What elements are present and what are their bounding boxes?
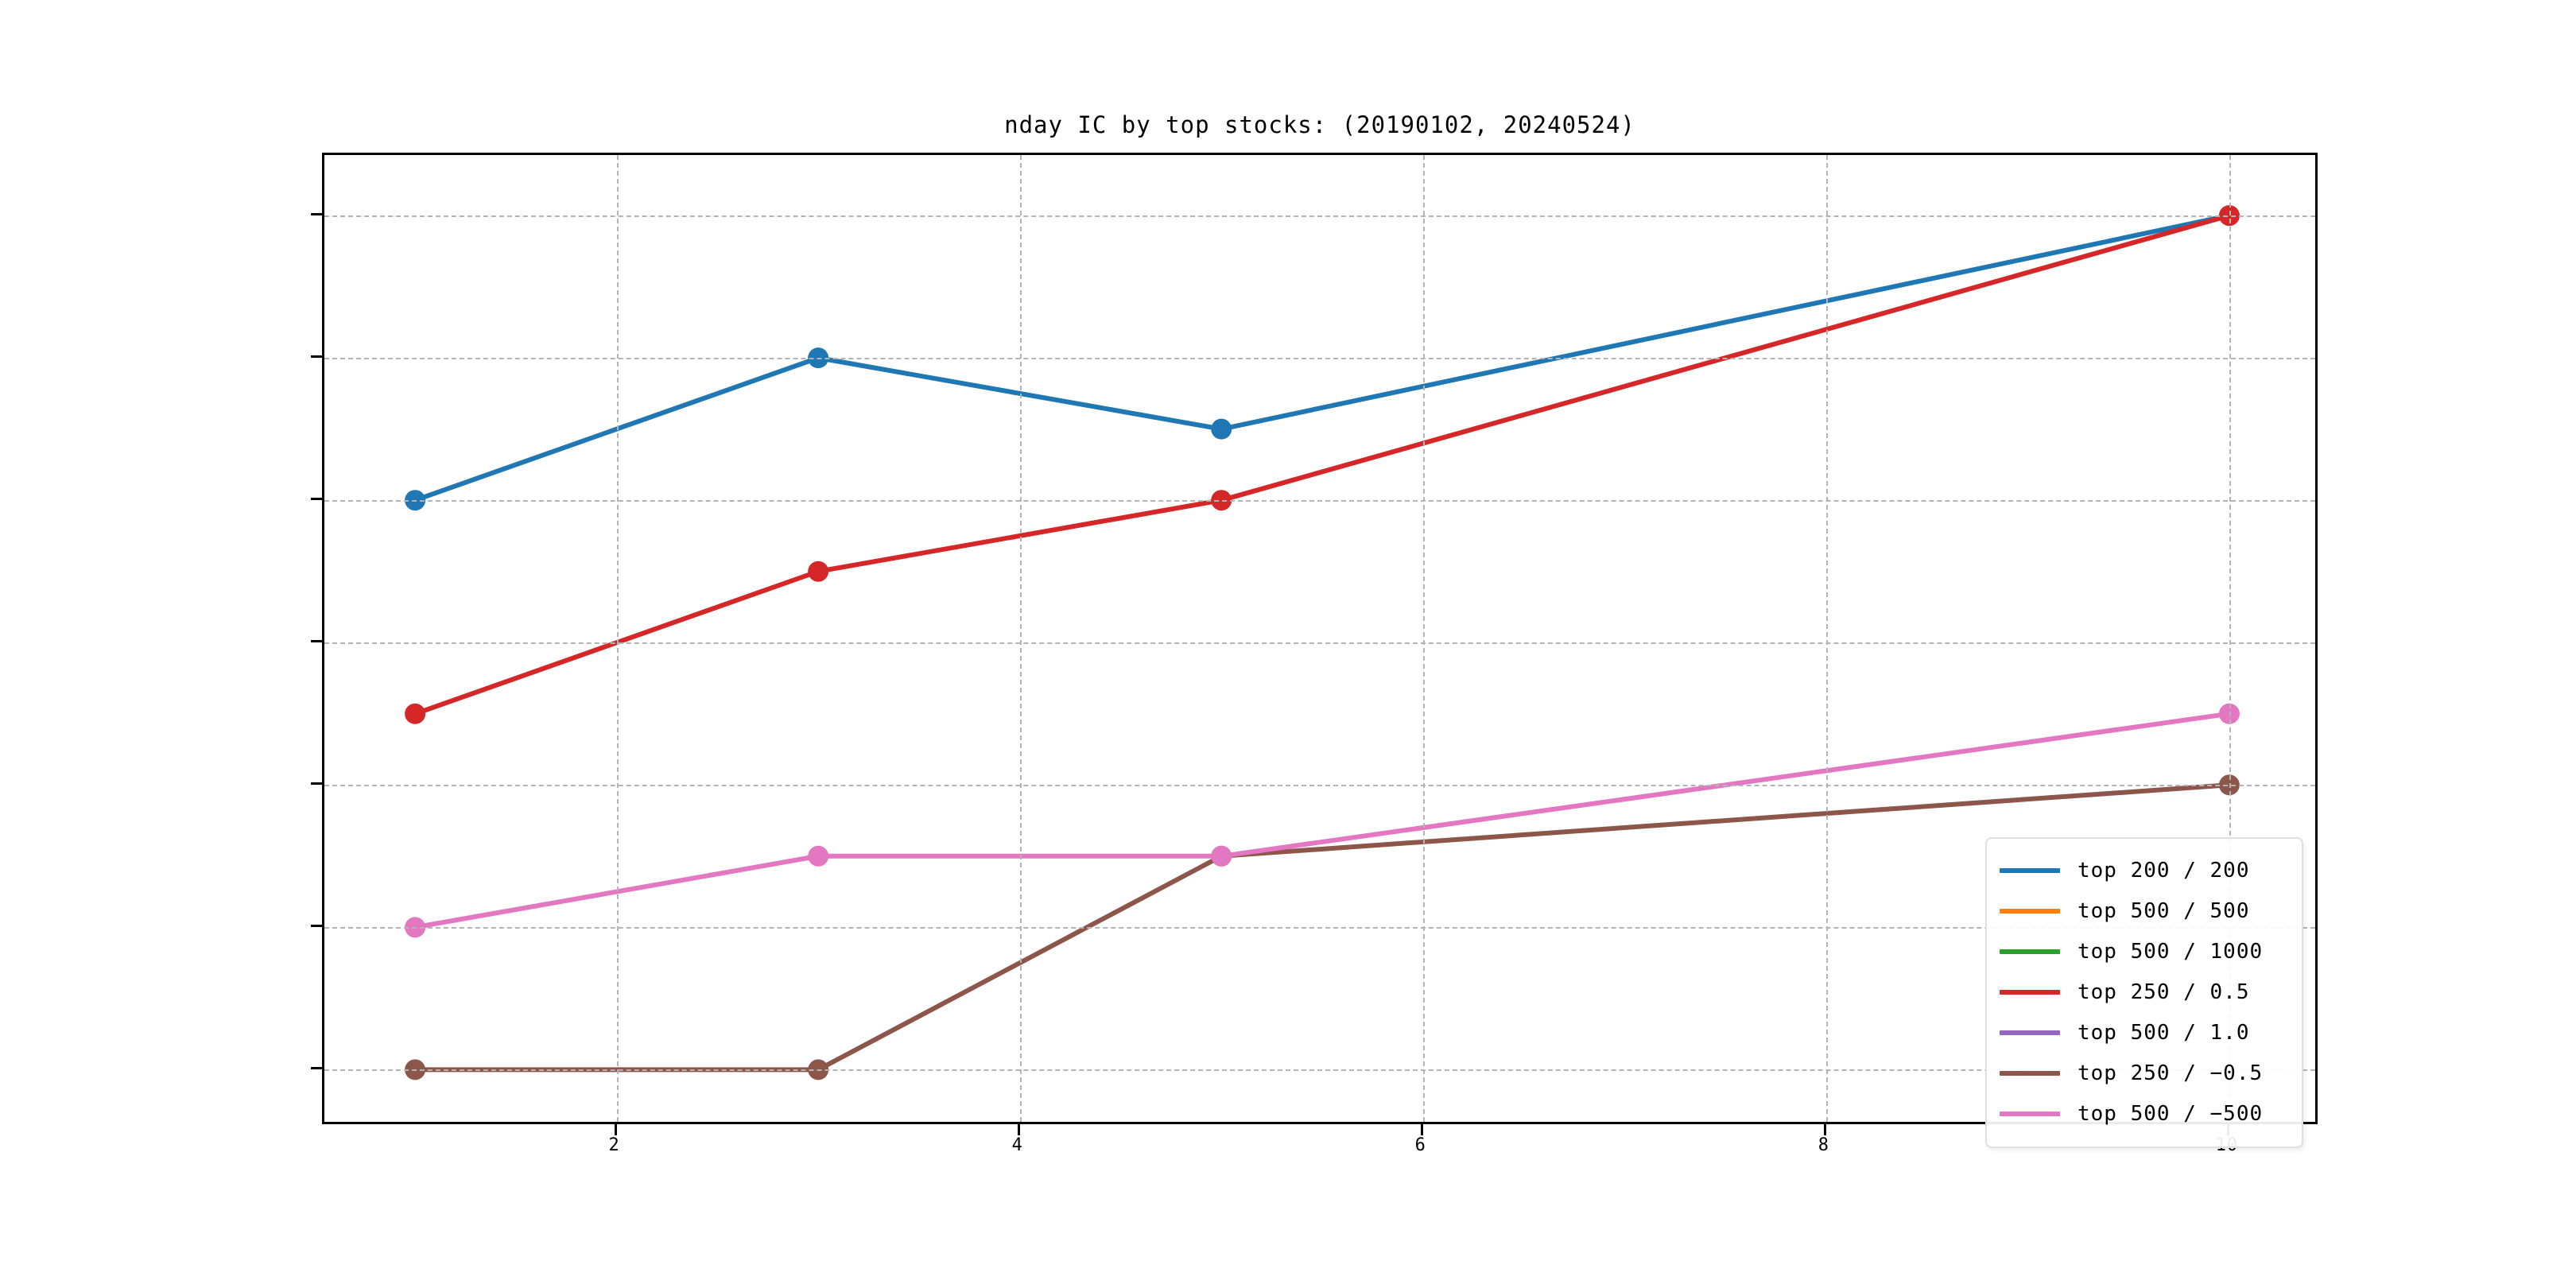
gridline-horizontal [324, 785, 2315, 787]
legend-item[interactable]: top 200 / 200 [2000, 850, 2289, 890]
gridline-horizontal [324, 500, 2315, 502]
series-data-point [405, 703, 426, 724]
x-axis-tick-mark [1420, 1124, 1423, 1135]
gridline-horizontal [324, 358, 2315, 360]
x-axis-tick-label: 2 [608, 1135, 620, 1155]
legend-color-swatch [2000, 908, 2060, 914]
gridline-horizontal [324, 642, 2315, 645]
y-axis-tick-mark [311, 1067, 322, 1070]
legend-color-swatch [2000, 1030, 2060, 1035]
y-axis-tick-mark [311, 925, 322, 928]
series-line [413, 711, 2232, 930]
x-axis-tick-mark [1823, 1124, 1826, 1135]
legend-item-label: top 250 / 0.5 [2077, 980, 2250, 1004]
series-data-point [808, 347, 829, 369]
legend-color-swatch [2000, 989, 2060, 995]
legend-item-label: top 200 / 200 [2077, 858, 2250, 883]
gridline-vertical [1825, 155, 1828, 1122]
legend-item-label: top 500 / 1000 [2077, 939, 2264, 964]
y-axis-tick-mark [311, 782, 322, 786]
legend[interactable]: top 200 / 200 top 500 / 500 top 500 / 1000… [1985, 837, 2303, 1148]
series-data-point [1211, 845, 1232, 867]
gridline-horizontal [324, 215, 2315, 218]
legend-item[interactable]: top 250 / −0.5 [2000, 1053, 2289, 1093]
gridline-horizontal [324, 1069, 2315, 1072]
legend-item[interactable]: top 250 / 0.5 [2000, 972, 2289, 1012]
x-axis-tick-mark [614, 1124, 617, 1135]
y-axis-tick-mark [311, 355, 322, 359]
legend-item[interactable]: top 500 / −500 [2000, 1093, 2289, 1134]
series-data-point [808, 561, 829, 582]
series-line [413, 213, 2232, 716]
page-title: nday IC by top stocks: (20190102, 202405… [1004, 111, 1635, 138]
plot-area [322, 153, 2318, 1124]
series-data-point [1211, 418, 1232, 440]
legend-color-swatch [2000, 1111, 2060, 1116]
legend-item-label: top 500 / 500 [2077, 898, 2250, 923]
x-axis-tick-label: 6 [1414, 1135, 1426, 1155]
series-data-point [808, 845, 829, 867]
legend-item[interactable]: top 500 / 1.0 [2000, 1012, 2289, 1053]
y-axis-tick-mark [311, 498, 322, 501]
y-axis-tick-mark [311, 640, 322, 643]
gridline-vertical [1422, 155, 1425, 1122]
legend-item-label: top 250 / −0.5 [2077, 1061, 2264, 1085]
gridline-vertical [1019, 155, 1022, 1122]
legend-color-swatch [2000, 1070, 2060, 1076]
x-axis-tick-mark [1017, 1124, 1020, 1135]
legend-color-swatch [2000, 949, 2060, 954]
x-axis-tick-label: 8 [1818, 1135, 1829, 1155]
plot-inner [324, 155, 2315, 1122]
gridline-horizontal [324, 927, 2315, 929]
legend-color-swatch [2000, 867, 2060, 873]
legend-item-label: top 500 / −500 [2077, 1101, 2264, 1126]
gridline-vertical [2229, 155, 2231, 1122]
x-axis-tick-label: 4 [1011, 1135, 1023, 1155]
legend-item[interactable]: top 500 / 500 [2000, 890, 2289, 931]
legend-item[interactable]: top 500 / 1000 [2000, 931, 2289, 972]
y-axis-tick-mark [311, 213, 322, 216]
legend-item-label: top 500 / 1.0 [2077, 1020, 2250, 1045]
gridline-vertical [616, 155, 619, 1122]
